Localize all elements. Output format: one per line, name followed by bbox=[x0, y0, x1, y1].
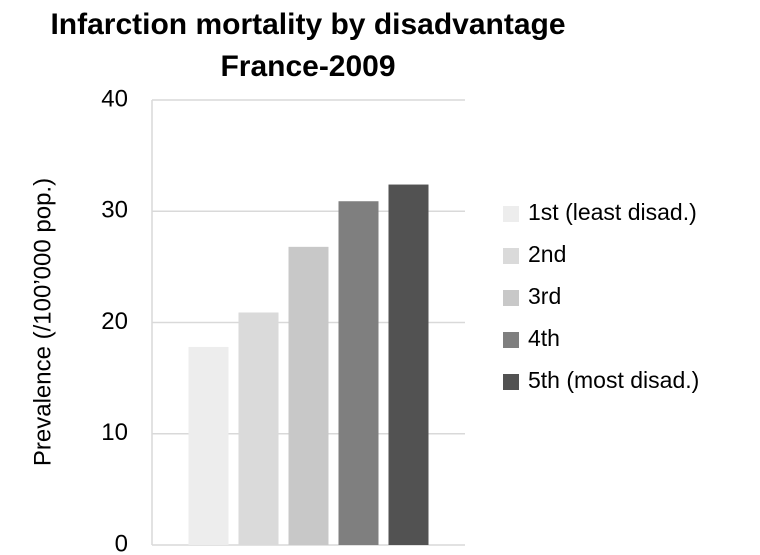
legend-swatch bbox=[503, 248, 519, 264]
legend-label: 2nd bbox=[528, 241, 566, 267]
chart-title: Infarction mortality by disadvantage bbox=[50, 8, 565, 41]
legend-label: 3rd bbox=[528, 283, 561, 309]
chart-subtitle: France-2009 bbox=[220, 50, 395, 83]
bar bbox=[188, 346, 229, 545]
y-tick-label: 20 bbox=[101, 308, 128, 335]
bar bbox=[388, 184, 429, 546]
y-tick-label: 30 bbox=[101, 197, 128, 224]
bar bbox=[238, 312, 279, 545]
legend-swatch bbox=[503, 374, 519, 390]
y-tick-label: 40 bbox=[101, 85, 128, 112]
legend-swatch bbox=[503, 206, 519, 222]
y-tick-label: 0 bbox=[115, 530, 128, 555]
legend-swatch bbox=[503, 332, 519, 348]
legend-label: 1st (least disad.) bbox=[528, 199, 697, 225]
legend-swatch bbox=[503, 290, 519, 306]
legend-label: 5th (most disad.) bbox=[528, 367, 699, 393]
y-axis-label: Prevalence (/100’000 pop.) bbox=[29, 178, 56, 466]
y-tick-label: 10 bbox=[101, 419, 128, 446]
bar bbox=[338, 201, 379, 546]
legend-label: 4th bbox=[528, 325, 560, 351]
bar bbox=[288, 246, 329, 545]
